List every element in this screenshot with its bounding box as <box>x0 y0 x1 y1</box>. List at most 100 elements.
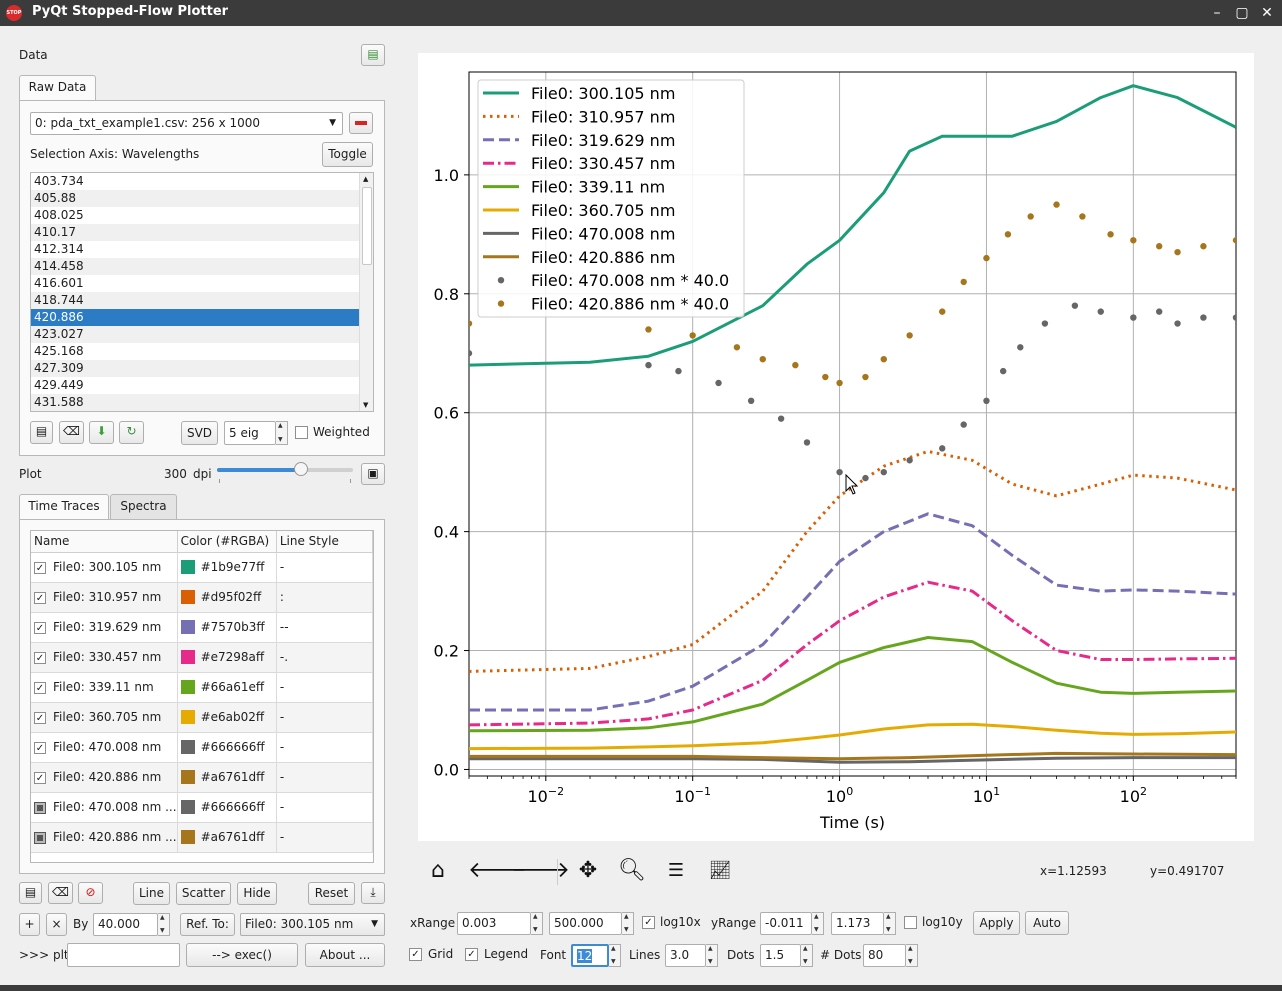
table-row[interactable]: ✓ File0: 420.886 nm #a6761dff - <box>31 762 373 793</box>
dpi-slider-handle[interactable] <box>294 462 309 476</box>
weighted-checkbox[interactable] <box>295 426 308 439</box>
wavelength-item[interactable]: 412.314 <box>34 242 84 256</box>
grid-checkbox[interactable]: ✓ <box>409 948 422 961</box>
ymin-spin-arrows[interactable] <box>812 912 824 935</box>
trace-color-cell[interactable]: #e7298aff <box>177 642 277 673</box>
save-figure-icon[interactable]: ▣ <box>361 463 385 485</box>
trace-color-cell[interactable]: #66a61eff <box>177 672 277 703</box>
trace-line-style[interactable]: - <box>276 702 373 733</box>
trace-line-style[interactable]: - <box>276 822 373 853</box>
ymin-field[interactable]: -0.011 <box>760 912 812 935</box>
by-spin-arrows[interactable] <box>158 913 170 936</box>
close-icon[interactable]: ✕ <box>1261 5 1273 21</box>
toggle-button[interactable]: Toggle <box>322 142 373 167</box>
wavelength-item[interactable]: 431.588 <box>31 394 359 411</box>
zoom-icon[interactable]: 🔍︎ <box>618 858 646 883</box>
ref-to-button[interactable]: Ref. To: <box>180 913 235 936</box>
tab-raw-data[interactable]: Raw Data <box>19 75 96 101</box>
trace-visible-checkbox[interactable]: ✓ <box>34 741 46 754</box>
scroll-thumb[interactable] <box>362 187 372 265</box>
plot-canvas[interactable]: 10−2 10−1 100 101 102 0.0 0.2 0.4 0.6 0.8 1.0 Time … <box>418 53 1254 841</box>
trace-visible-checkbox[interactable] <box>34 801 46 814</box>
wavelength-item[interactable]: 429.449 <box>34 378 84 392</box>
ref-select[interactable]: File0: 300.105 nm ▼ <box>240 913 385 936</box>
hide-button[interactable]: Hide <box>237 882 277 905</box>
exec-button[interactable]: --> exec() <box>186 943 298 967</box>
table-row[interactable]: File0: 420.886 nm ... #a6761dff - <box>31 822 373 853</box>
col-color[interactable]: Color (#RGBA) <box>177 531 277 553</box>
table-row[interactable]: ✓ File0: 470.008 nm #666666ff - <box>31 732 373 763</box>
tab-time-traces[interactable]: Time Traces <box>19 494 109 520</box>
trace-name-cell[interactable]: File0: 420.886 nm ... <box>31 822 178 853</box>
home-icon[interactable]: ⌂ <box>431 858 445 883</box>
trace-visible-checkbox[interactable]: ✓ <box>34 591 46 604</box>
dots-spin-arrows[interactable] <box>801 944 813 967</box>
xmin-field[interactable]: 0.003 <box>457 912 531 935</box>
wavelength-item[interactable]: 405.88 <box>31 190 359 207</box>
wavelength-item[interactable]: 418.744 <box>31 292 359 309</box>
wavelength-item[interactable]: 425.168 <box>34 344 84 358</box>
svd-button[interactable]: SVD <box>181 421 218 445</box>
log10y-checkbox[interactable] <box>904 916 917 929</box>
forbidden-icon[interactable]: ⊘ <box>78 882 103 904</box>
trace-name-cell[interactable]: ✓ File0: 319.629 nm <box>31 612 178 643</box>
trace-visible-checkbox[interactable]: ✓ <box>34 681 46 694</box>
ndots-field[interactable]: 80 <box>863 944 906 967</box>
clear-traces-icon[interactable]: ⌫ <box>48 882 73 904</box>
wavelength-item[interactable]: 427.309 <box>31 360 359 377</box>
forward-arrow-icon[interactable]: 🡒 <box>511 858 570 883</box>
trace-line-style[interactable]: - <box>276 762 373 793</box>
trace-line-style[interactable]: - <box>276 552 373 583</box>
trace-visible-checkbox[interactable]: ✓ <box>34 561 46 574</box>
reset-button[interactable]: Reset <box>308 882 355 905</box>
table-row[interactable]: ✓ File0: 360.705 nm #e6ab02ff - <box>31 702 373 733</box>
list-scrollbar[interactable]: ▲ ▼ <box>359 173 373 411</box>
scroll-up-icon[interactable]: ▲ <box>363 175 369 183</box>
multiply-button[interactable]: × <box>46 913 67 936</box>
wavelength-item[interactable]: 410.17 <box>31 224 359 241</box>
table-row[interactable]: ✓ File0: 300.105 nm #1b9e77ff - <box>31 552 373 583</box>
table-row[interactable]: ✓ File0: 339.11 nm #66a61eff - <box>31 672 373 703</box>
trace-color-cell[interactable]: #666666ff <box>177 732 277 763</box>
trace-line-style[interactable]: - <box>276 792 373 823</box>
trace-line-style[interactable]: - <box>276 672 373 703</box>
back-arrow-icon[interactable]: 🡐 <box>468 858 527 883</box>
trace-visible-checkbox[interactable]: ✓ <box>34 711 46 724</box>
eig-spinbox[interactable]: 5 eig <box>224 421 276 445</box>
apply-button[interactable]: Apply <box>973 911 1020 935</box>
trace-color-cell[interactable]: #7570b3ff <box>177 612 277 643</box>
trace-line-style[interactable]: : <box>276 582 373 613</box>
edit-axis-icon[interactable]: 📈︎ <box>708 860 732 881</box>
trace-name-cell[interactable]: File0: 470.008 nm ... <box>31 792 178 823</box>
font-spin-arrows[interactable] <box>609 944 621 967</box>
scatter-button[interactable]: Scatter <box>176 882 231 905</box>
plt-command-input[interactable] <box>67 943 180 967</box>
ymax-spin-arrows[interactable] <box>884 912 896 935</box>
table-row[interactable]: ✓ File0: 330.457 nm #e7298aff -. <box>31 642 373 673</box>
open-file-icon[interactable]: ▤ <box>361 44 385 66</box>
trace-name-cell[interactable]: ✓ File0: 339.11 nm <box>31 672 178 703</box>
trace-name-cell[interactable]: ✓ File0: 300.105 nm <box>31 552 178 583</box>
table-row[interactable]: ✓ File0: 310.957 nm #d95f02ff: <box>31 582 373 613</box>
about-button[interactable]: About ... <box>305 943 385 967</box>
wavelength-item[interactable]: 414.458 <box>31 258 359 275</box>
configure-subplots-icon[interactable]: ☰ <box>667 860 685 881</box>
dpi-slider[interactable] <box>217 462 353 476</box>
xmin-spin-arrows[interactable] <box>531 912 543 935</box>
xmax-field[interactable]: 500.000 <box>549 912 622 935</box>
log10x-checkbox[interactable]: ✓ <box>642 916 655 929</box>
trace-name-cell[interactable]: ✓ File0: 420.886 nm <box>31 762 178 793</box>
delete-icon[interactable]: ⌫ <box>59 421 84 444</box>
file-select[interactable]: 0: pda_txt_example1.csv: 256 x 1000 ▼ <box>30 112 343 135</box>
trace-visible-checkbox[interactable]: ✓ <box>34 651 46 664</box>
table-row[interactable]: ✓ File0: 319.629 nm #7570b3ff -- <box>31 612 373 643</box>
by-value-field[interactable]: 40.000 <box>93 913 158 936</box>
trace-visible-checkbox[interactable]: ✓ <box>34 621 46 634</box>
copy-traces-icon[interactable]: ▤ <box>19 882 42 904</box>
ndots-spin-arrows[interactable] <box>906 944 918 967</box>
trace-color-cell[interactable]: #e6ab02ff <box>177 702 277 733</box>
wavelength-item[interactable]: 423.027 <box>31 326 359 343</box>
font-size-field[interactable]: 12 <box>571 944 609 967</box>
export-icon[interactable]: ⤓ <box>361 882 385 904</box>
trace-line-style[interactable]: -. <box>276 642 373 673</box>
